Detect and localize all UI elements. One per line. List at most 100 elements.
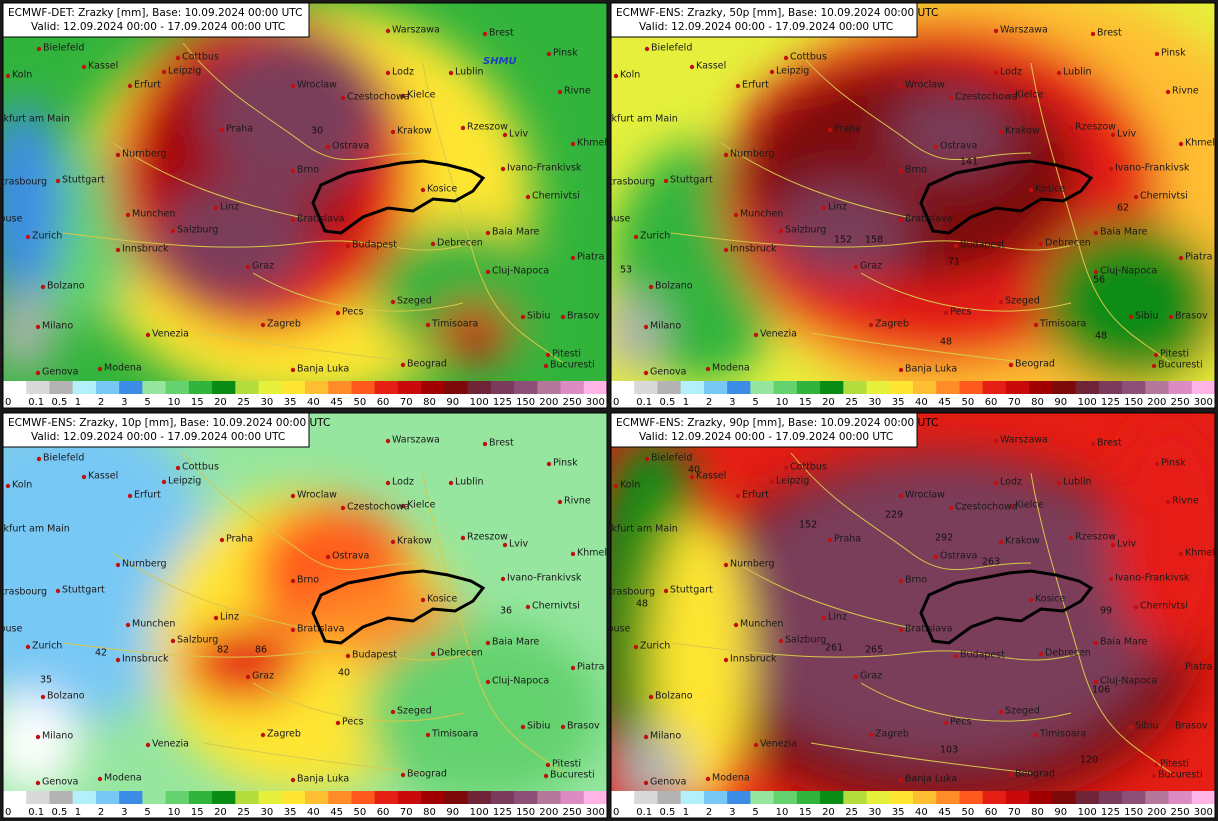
legend-swatch	[982, 381, 1007, 394]
legend-swatch	[1168, 791, 1193, 804]
city-label: Stuttgart	[670, 175, 713, 186]
city-dot	[335, 720, 341, 726]
legend-label: 80	[423, 807, 436, 818]
city-label: Brasov	[1175, 311, 1208, 322]
precip-field	[3, 3, 553, 381]
legend-swatch	[634, 381, 658, 394]
title-box	[2, 2, 310, 38]
legend-label: 100	[470, 807, 489, 818]
city-dot	[613, 483, 619, 489]
border-line	[252, 682, 464, 722]
city-dot	[570, 141, 576, 147]
legend-label: 90	[446, 397, 459, 408]
legend-label: 35	[284, 807, 297, 818]
legend-swatch	[490, 791, 515, 804]
value-annotation: 263	[982, 557, 1000, 568]
city-label: Cluj-Napoca	[1100, 676, 1157, 687]
city-dot	[723, 562, 729, 568]
city-dot	[35, 780, 41, 786]
city-dot	[525, 194, 531, 200]
legend-swatch	[1052, 791, 1077, 804]
city-label: Lviv	[1117, 539, 1137, 550]
city-label: Leipzig	[776, 66, 809, 77]
legend-label: 200	[1147, 397, 1166, 408]
city-dot	[663, 178, 669, 184]
legend-swatch	[537, 791, 562, 804]
legend-swatch	[258, 381, 283, 394]
city-label: Erfurt	[134, 80, 161, 91]
legend-swatch	[611, 791, 635, 804]
city-dot	[390, 129, 396, 135]
city-label: Pecs	[950, 717, 971, 728]
city-label: Bratislava	[297, 214, 344, 225]
city-dot	[723, 657, 729, 663]
city-label: Modena	[712, 773, 750, 784]
legend-swatch	[982, 791, 1007, 804]
city-dot	[644, 46, 650, 52]
value-annotation: 56	[1093, 275, 1105, 286]
value-annotation: 42	[95, 648, 107, 659]
city-label: Lodz	[392, 67, 414, 78]
city-dot	[520, 724, 526, 730]
legend-swatch	[444, 381, 469, 394]
city-label: Kosice	[1035, 594, 1065, 605]
city-dot	[1151, 363, 1157, 369]
city-label: Brno	[905, 575, 927, 586]
city-label: Lublin	[1063, 67, 1091, 78]
city-dot	[643, 780, 649, 786]
city-dot	[570, 255, 576, 261]
legend-label: 3	[121, 807, 127, 818]
city-dot	[1038, 651, 1044, 657]
borders	[670, 452, 1172, 774]
city-dot	[733, 622, 739, 628]
legend-swatch	[796, 381, 821, 394]
legend-swatch	[328, 381, 352, 394]
city-label: Zagreb	[267, 729, 301, 740]
legend-swatch	[1122, 791, 1146, 804]
legend-label: 45	[330, 397, 343, 408]
city-dot	[5, 483, 11, 489]
legend-label: 100	[1078, 397, 1097, 408]
city-label: Szeged	[1005, 706, 1040, 717]
legend-swatch	[258, 791, 283, 804]
city-dot	[1056, 480, 1062, 486]
city-label: Kielce	[407, 90, 436, 101]
legend-label: 0.5	[51, 807, 67, 818]
legend-swatch	[212, 381, 236, 394]
value-annotation: 99	[1100, 606, 1112, 617]
city-label: Khmelnytskyi	[577, 548, 641, 559]
city-label: Milano	[42, 321, 73, 332]
city-label: Graz	[252, 671, 274, 682]
city-dot	[290, 493, 296, 499]
city-label: Zagreb	[875, 319, 909, 330]
city-label: Ivano-Frankivsk	[507, 163, 582, 174]
city-label: Ostrava	[940, 141, 977, 152]
city-dot	[943, 310, 949, 316]
precip-area	[3, 693, 78, 791]
panel-border	[610, 2, 1216, 409]
city-dot	[5, 73, 11, 79]
legend-label: 2	[706, 807, 712, 818]
city-label: Banja Luka	[905, 364, 957, 375]
city-label: Munchen	[132, 619, 175, 630]
city-label: Pitesti	[552, 349, 581, 360]
city-dot	[502, 542, 508, 548]
legend-swatch	[1145, 791, 1170, 804]
legend-label: 15	[799, 807, 812, 818]
city-dot	[1008, 362, 1014, 368]
legend-swatch	[820, 381, 844, 394]
city-label: Lodz	[392, 477, 414, 488]
legend-label: 150	[516, 807, 535, 818]
city-dot	[430, 651, 436, 657]
city-dot	[213, 615, 219, 621]
city-label: Beograd	[407, 359, 447, 370]
legend-label: 300	[586, 397, 605, 408]
value-annotation: 71	[948, 257, 960, 268]
city-label: Pinsk	[553, 48, 578, 59]
city-label: Bolzano	[655, 691, 693, 702]
city-label: Toulouse	[0, 624, 22, 635]
city-label: Praha	[226, 534, 253, 545]
city-label: Bratislava	[905, 624, 952, 635]
legend-label: 125	[493, 397, 512, 408]
